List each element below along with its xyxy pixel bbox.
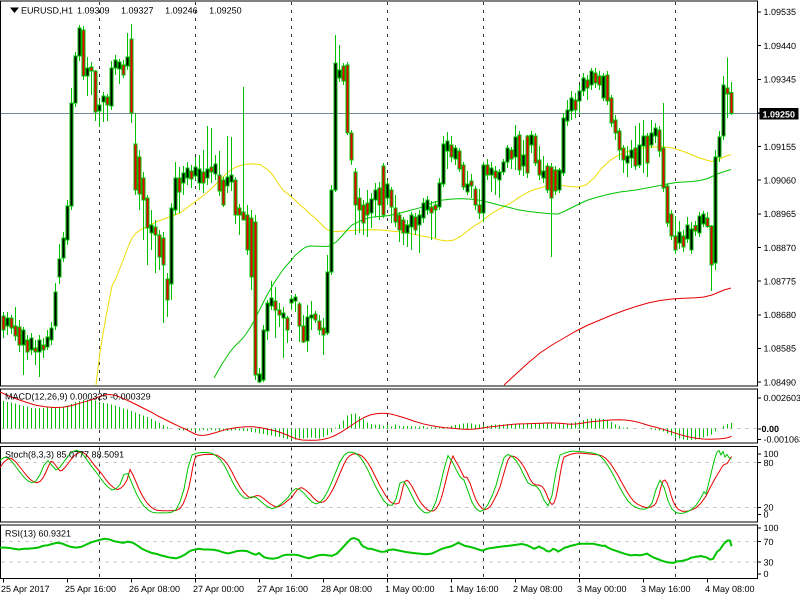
- svg-text:1.08775: 1.08775: [764, 276, 797, 286]
- svg-text:1.08870: 1.08870: [764, 243, 797, 253]
- svg-text:25 Apr 16:00: 25 Apr 16:00: [65, 584, 116, 594]
- svg-text:Stoch(8,3,3) 85.0777 88.5091: Stoch(8,3,3) 85.0777 88.5091: [5, 450, 124, 460]
- svg-text:1.09155: 1.09155: [764, 142, 797, 152]
- svg-text:3 May 00:00: 3 May 00:00: [577, 584, 627, 594]
- svg-text:RSI(13) 60.9321: RSI(13) 60.9321: [5, 529, 71, 539]
- svg-text:1.09309 1.09327 1.09246 1.0925: 1.09309 1.09327 1.09246 1.09250: [77, 5, 242, 15]
- svg-text:1.08965: 1.08965: [764, 209, 797, 219]
- svg-text:25 Apr 2017: 25 Apr 2017: [1, 584, 50, 594]
- svg-text:26 Apr 08:00: 26 Apr 08:00: [129, 584, 180, 594]
- svg-text:1.09535: 1.09535: [764, 7, 797, 17]
- svg-text:3 May 16:00: 3 May 16:00: [641, 584, 691, 594]
- svg-text:80: 80: [764, 458, 774, 468]
- svg-text:1.08490: 1.08490: [764, 377, 797, 387]
- svg-text:30: 30: [764, 557, 774, 567]
- svg-text:1 May 16:00: 1 May 16:00: [449, 584, 499, 594]
- svg-text:1.09440: 1.09440: [764, 41, 797, 51]
- svg-text:100: 100: [764, 523, 779, 533]
- svg-text:EURUSD,H1: EURUSD,H1: [21, 5, 73, 15]
- svg-text:28 Apr 08:00: 28 Apr 08:00: [321, 584, 372, 594]
- svg-text:1.08585: 1.08585: [764, 344, 797, 354]
- svg-text:0: 0: [764, 510, 769, 520]
- svg-text:4 May 08:00: 4 May 08:00: [705, 584, 755, 594]
- svg-text:27 Apr 16:00: 27 Apr 16:00: [257, 584, 308, 594]
- svg-text:27 Apr 00:00: 27 Apr 00:00: [193, 584, 244, 594]
- svg-text:1.09060: 1.09060: [764, 175, 797, 185]
- svg-text:1 May 00:00: 1 May 00:00: [385, 584, 435, 594]
- svg-text:20: 20: [764, 503, 774, 513]
- svg-text:2 May 08:00: 2 May 08:00: [513, 584, 563, 594]
- svg-text:MACD(12,26,9) 0.000325 -0.0003: MACD(12,26,9) 0.000325 -0.000329: [5, 392, 151, 402]
- svg-text:0: 0: [764, 569, 769, 579]
- svg-text:1.09250: 1.09250: [763, 109, 796, 119]
- svg-text:0.00: 0.00: [762, 424, 780, 434]
- svg-text:1.09345: 1.09345: [764, 75, 797, 85]
- svg-text:-0.001063: -0.001063: [764, 435, 800, 445]
- svg-text:100: 100: [764, 449, 779, 459]
- svg-text:1.08680: 1.08680: [764, 310, 797, 320]
- svg-text:0.002603: 0.002603: [764, 393, 800, 403]
- svg-text:70: 70: [764, 537, 774, 547]
